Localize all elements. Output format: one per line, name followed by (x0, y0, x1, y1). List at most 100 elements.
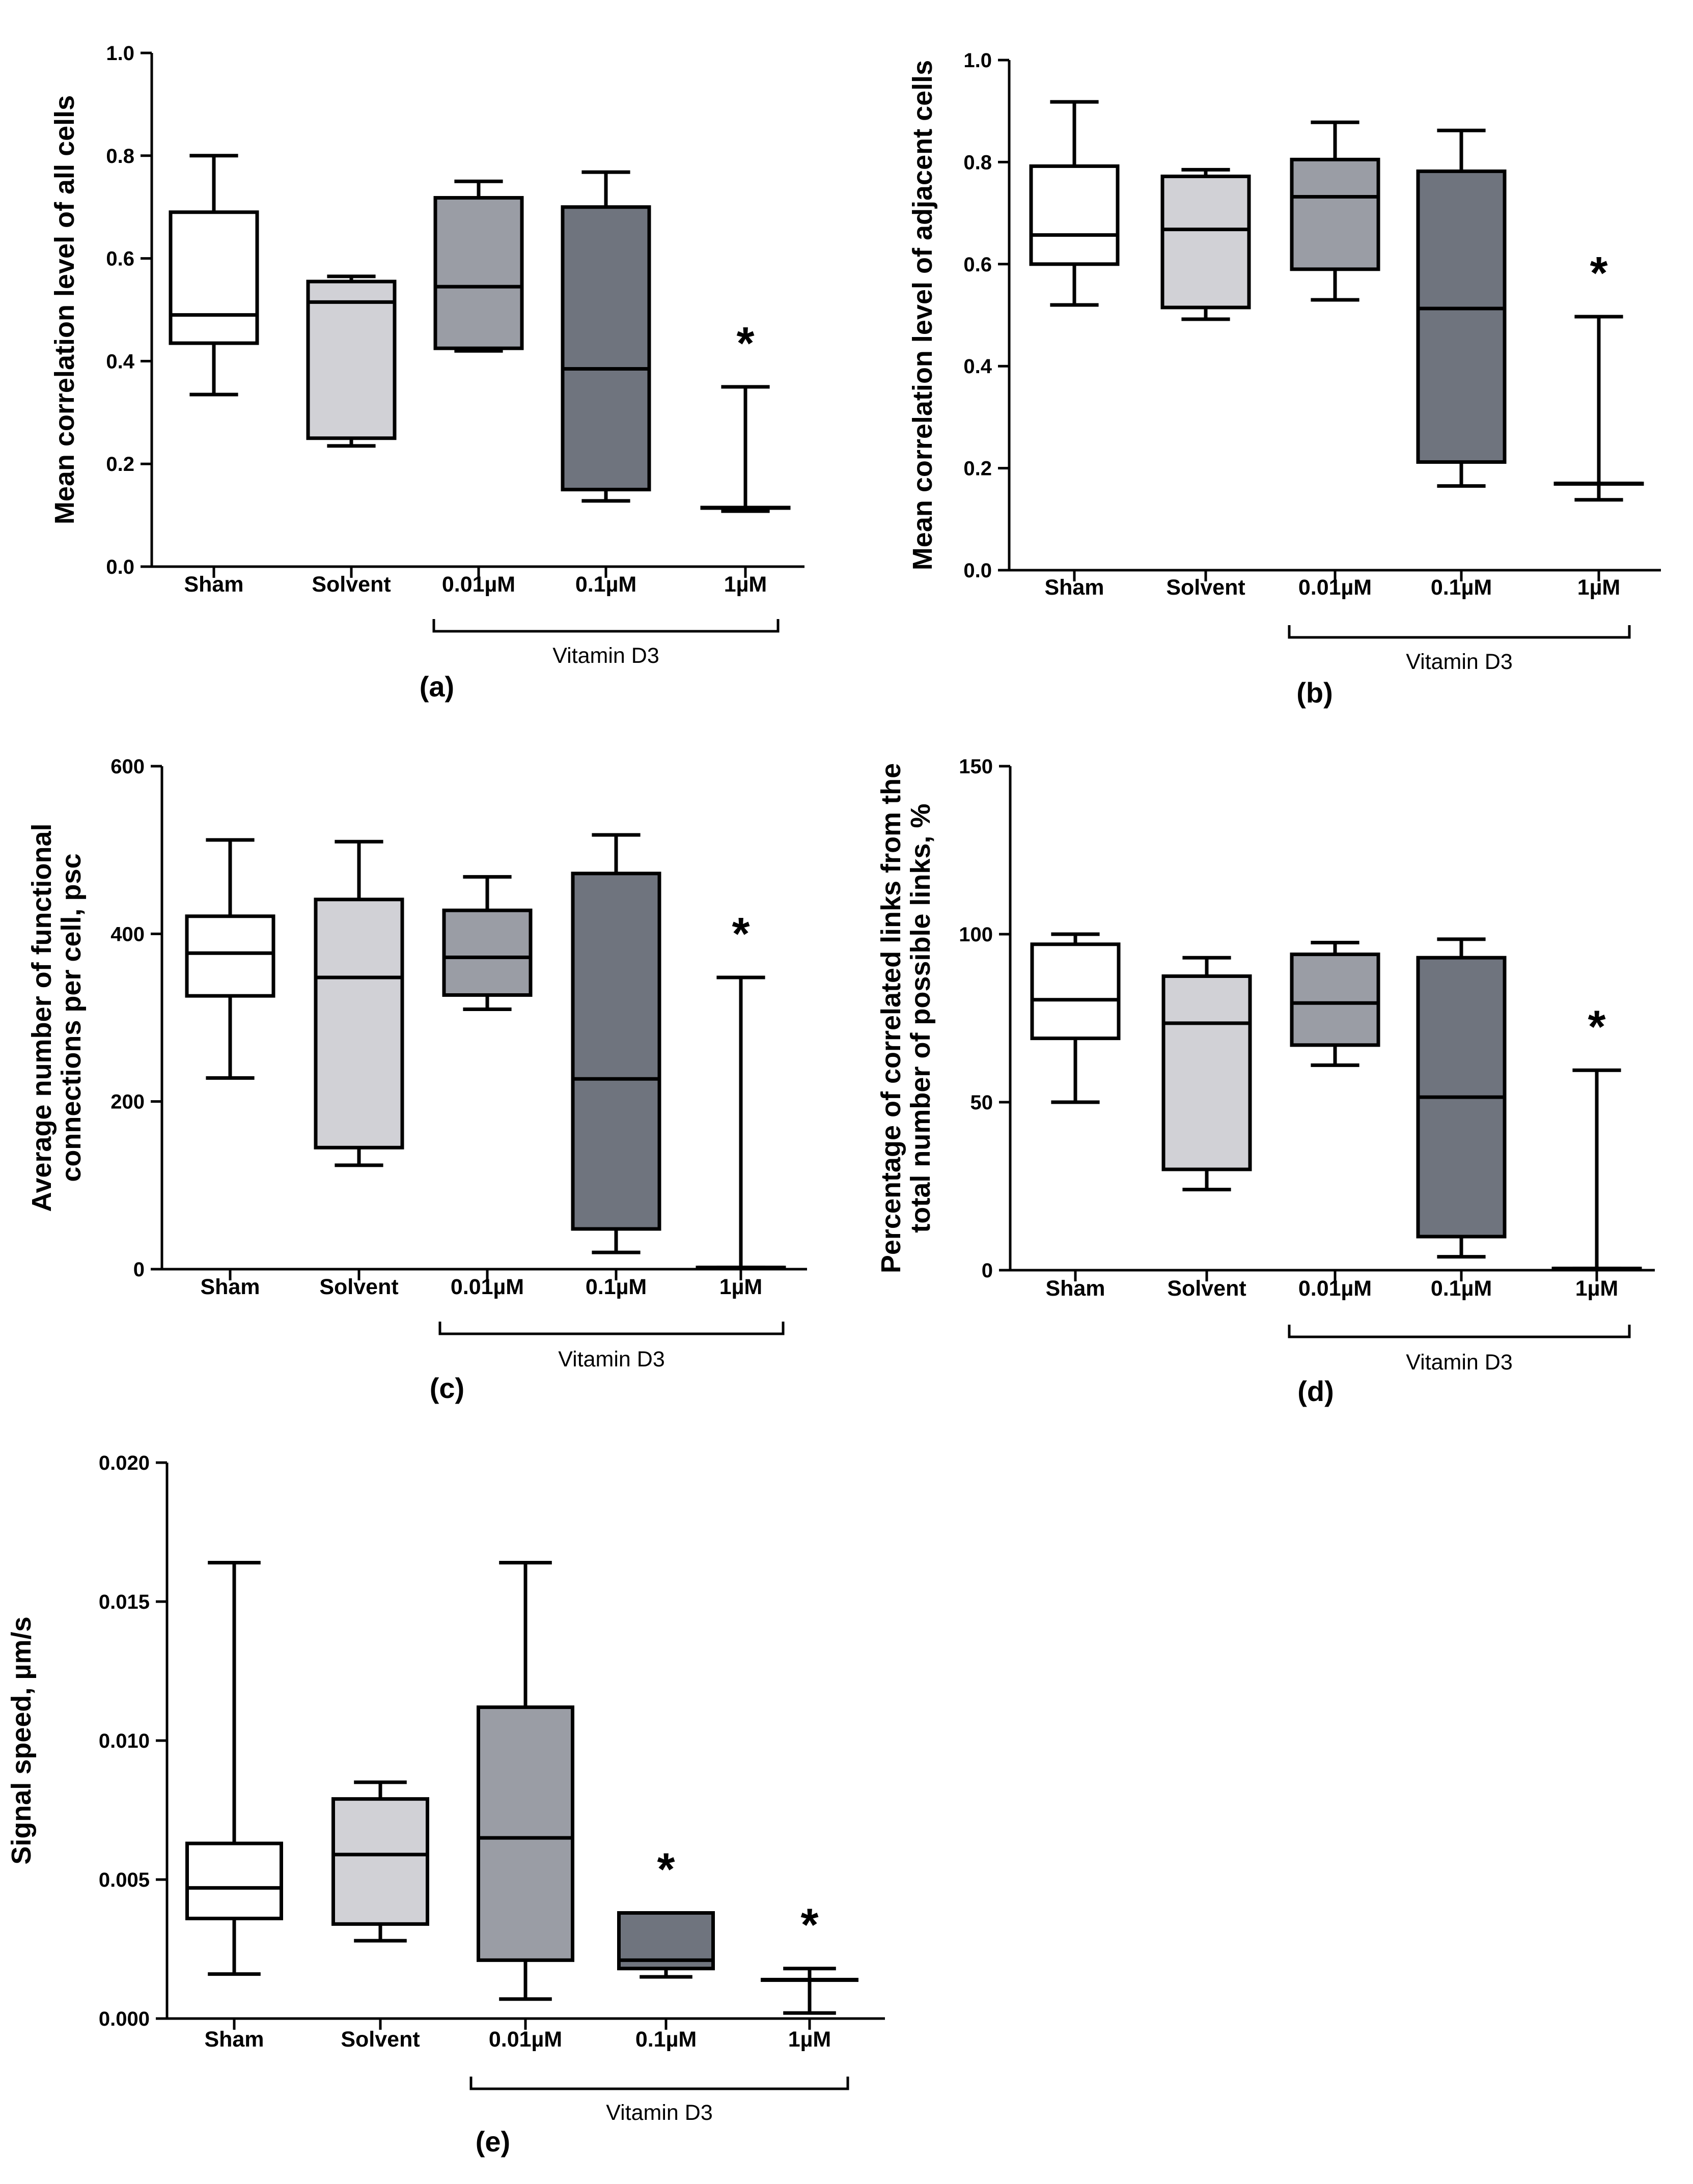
y-tick-label: 0.4 (963, 355, 992, 378)
y-tick-label: 50 (970, 1091, 993, 1114)
significance-star: * (1588, 1001, 1605, 1052)
x-category-label: 0.01µM (1298, 575, 1372, 600)
x-category-label: Solvent (1166, 575, 1245, 600)
y-tick-label: 0.4 (106, 350, 134, 373)
box-iqr (433, 196, 524, 350)
x-category-label: Solvent (1167, 1276, 1246, 1301)
panel-a-chart: 0.0 0.2 0.4 0.6 0.8 1.0 Sham Solvent 0.01µM 0.1µM… (49, 42, 804, 703)
y-axis-label: Mean correlation level of adjacent cells (907, 60, 938, 570)
panel-label: (c) (430, 1372, 464, 1404)
y-tick-label: 0.005 (99, 1869, 150, 1891)
panel-label: (b) (1296, 677, 1333, 709)
y-tick-label: 0.8 (963, 151, 992, 174)
panel-label: (e) (476, 2125, 510, 2158)
box-iqr (331, 1797, 429, 1926)
box-iqr (571, 872, 661, 1231)
panel-d-chart: 0 50 100 150 Sham Solvent 0.01µM 0.1µM 1µM * Vitam… (876, 755, 1655, 1407)
y-tick-label: 400 (110, 923, 145, 945)
x-category-label: Solvent (341, 2027, 420, 2052)
x-category-label: Sham (1044, 575, 1104, 600)
x-category-label: Solvent (312, 572, 391, 597)
box-iqr (442, 908, 533, 997)
y-tick-label: 0.020 (99, 1452, 150, 1474)
panel-b-chart: 0.0 0.2 0.4 0.6 0.8 1.0 Sham Solvent 0.01µM 0.1µM… (907, 49, 1661, 709)
x-category-label: 1µM (724, 572, 767, 597)
y-tick-label: 150 (959, 755, 993, 778)
box-iqr (314, 898, 404, 1150)
y-tick-label: 0.6 (106, 248, 134, 270)
y-tick-label: 0.010 (99, 1730, 150, 1752)
group-bracket (432, 619, 780, 633)
significance-star: * (657, 1844, 675, 1895)
group-bracket (1288, 625, 1631, 639)
x-category-label: 0.01µM (451, 1275, 524, 1299)
x-category-label: 1µM (1577, 575, 1621, 600)
box-iqr (1161, 974, 1252, 1171)
x-category-label: Sham (204, 2027, 264, 2052)
x-category-label: 1µM (1575, 1276, 1619, 1301)
box-iqr (561, 205, 651, 492)
x-category-label: Solvent (319, 1275, 398, 1299)
x-category-label: 1µM (719, 1275, 763, 1299)
x-category-label: 0.01µM (489, 2027, 562, 2052)
box-iqr (1290, 157, 1380, 271)
box-iqr (1290, 953, 1380, 1047)
box-iqr (1030, 942, 1121, 1041)
y-tick-label: 0 (982, 1259, 993, 1282)
group-bracket (469, 2077, 849, 2090)
bracket-label: Vitamin D3 (606, 2101, 713, 2125)
y-tick-label: 200 (110, 1091, 145, 1113)
significance-star: * (736, 318, 754, 369)
y-tick-label: 100 (959, 923, 993, 946)
panel-label: (d) (1297, 1375, 1334, 1407)
y-axis-label: total number of possible links, % (905, 803, 936, 1233)
panel-label: (a) (420, 670, 454, 703)
significance-star: * (1590, 248, 1607, 299)
significance-star: * (800, 1900, 818, 1951)
x-category-label: 0.1µM (635, 2027, 697, 2052)
x-category-label: 0.01µM (1298, 1276, 1372, 1301)
y-tick-label: 0.2 (963, 458, 992, 480)
y-tick-label: 0.8 (106, 145, 134, 167)
box-iqr (1160, 174, 1251, 310)
panel-c-chart: 0 200 400 600 Sham Solvent 0.01µM 0.1µM 1µM * Vita… (26, 755, 807, 1404)
bracket-label: Vitamin D3 (1406, 650, 1513, 674)
box-iqr (1029, 164, 1120, 266)
y-tick-label: 0.000 (99, 2008, 150, 2030)
bracket-label: Vitamin D3 (552, 643, 659, 668)
x-category-label: 0.1µM (1431, 1276, 1492, 1301)
x-category-label: Sham (184, 572, 243, 597)
x-category-label: Sham (200, 1275, 260, 1299)
x-category-label: 0.1µM (586, 1275, 647, 1299)
y-tick-label: 1.0 (106, 42, 134, 65)
box-iqr (306, 279, 397, 440)
group-bracket (438, 1322, 785, 1335)
y-axis-label: Mean correlation level of all cells (49, 95, 80, 524)
x-category-label: 0.01µM (442, 572, 515, 597)
bracket-label: Vitamin D3 (1406, 1350, 1513, 1375)
y-tick-label: 1.0 (963, 49, 992, 72)
box-iqr (185, 1841, 283, 1920)
y-tick-label: 0 (133, 1258, 145, 1281)
x-category-label: Sham (1045, 1276, 1105, 1301)
y-tick-label: 0.0 (963, 559, 992, 582)
panel-e-chart: 0.000 0.005 0.010 0.015 0.020 Sham Solvent 0.01… (6, 1452, 885, 2158)
box-iqr (185, 914, 275, 998)
box-iqr (477, 1705, 574, 1962)
y-tick-label: 0.2 (106, 453, 134, 475)
y-tick-label: 0.015 (99, 1591, 150, 1613)
y-tick-label: 0.0 (106, 556, 134, 578)
group-bracket (1288, 1325, 1631, 1338)
box-iqr (169, 210, 259, 345)
box-iqr (1416, 169, 1507, 464)
x-category-label: 0.1µM (575, 572, 636, 597)
y-axis-label: Percentage of correlated links from the (876, 763, 906, 1273)
y-axis-label: connections per cell, psc (56, 853, 87, 1182)
y-axis-label: Average number of functional (26, 823, 57, 1212)
y-axis-label: Signal speed, µm/s (6, 1616, 37, 1864)
significance-star: * (732, 909, 750, 960)
y-tick-label: 0.6 (963, 254, 992, 276)
x-category-label: 1µM (788, 2027, 831, 2052)
y-tick-label: 600 (110, 755, 145, 778)
